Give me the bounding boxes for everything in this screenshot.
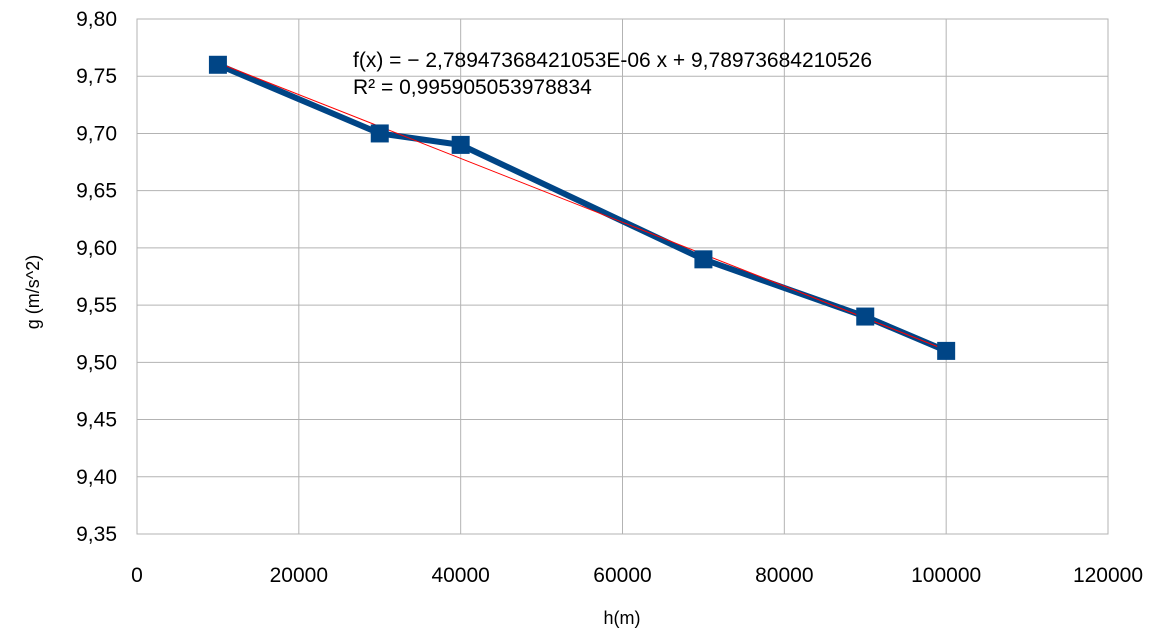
y-tick-label-2: 9,45 [76, 409, 117, 432]
x-tick-labels: 0 20000 40000 60000 80000 100000 120000 [131, 564, 1143, 587]
trendline-equation: f(x) = − 2,78947368421053E-06 x + 9,7897… [353, 49, 872, 72]
x-tick-label-6: 120000 [1073, 564, 1143, 587]
marker-layer [208, 55, 956, 360]
x-tick-label-3: 60000 [593, 564, 651, 587]
trendline [217, 62, 947, 351]
y-tick-labels: 9,35 9,40 9,45 9,50 9,55 9,60 9,65 9,70 9,75 9,80 [76, 8, 117, 546]
x-tick-label-0: 0 [131, 564, 143, 587]
x-tick-label-1: 20000 [270, 564, 328, 587]
x-axis-label: h(m) [604, 608, 641, 628]
trendline-layer [217, 62, 947, 351]
y-axis-label: g (m/s^2) [23, 255, 43, 329]
data-point-4 [856, 307, 875, 326]
y-tick-label-3: 9,50 [76, 351, 117, 374]
y-tick-label-6: 9,65 [76, 180, 117, 203]
data-point-1 [370, 124, 389, 143]
y-tick-label-5: 9,60 [76, 237, 117, 260]
series-layer [214, 61, 950, 354]
x-tick-label-5: 100000 [911, 564, 981, 587]
series-0-line [214, 61, 950, 354]
y-tick-label-8: 9,75 [76, 65, 117, 88]
trendline-r-squared: R² = 0,995905053978834 [353, 76, 592, 99]
plot-area-frame [136, 18, 1109, 535]
x-tick-label-4: 80000 [755, 564, 813, 587]
y-tick-label-1: 9,40 [76, 466, 117, 489]
data-point-0 [208, 55, 227, 74]
y-tick-label-7: 9,70 [76, 122, 117, 145]
x-tick-label-2: 40000 [431, 564, 489, 587]
y-tick-label-9: 9,80 [76, 8, 117, 31]
y-tick-label-0: 9,35 [76, 523, 117, 546]
data-point-3 [694, 250, 713, 269]
y-tick-label-4: 9,55 [76, 294, 117, 317]
data-point-2 [451, 135, 470, 154]
data-point-5 [937, 341, 956, 360]
